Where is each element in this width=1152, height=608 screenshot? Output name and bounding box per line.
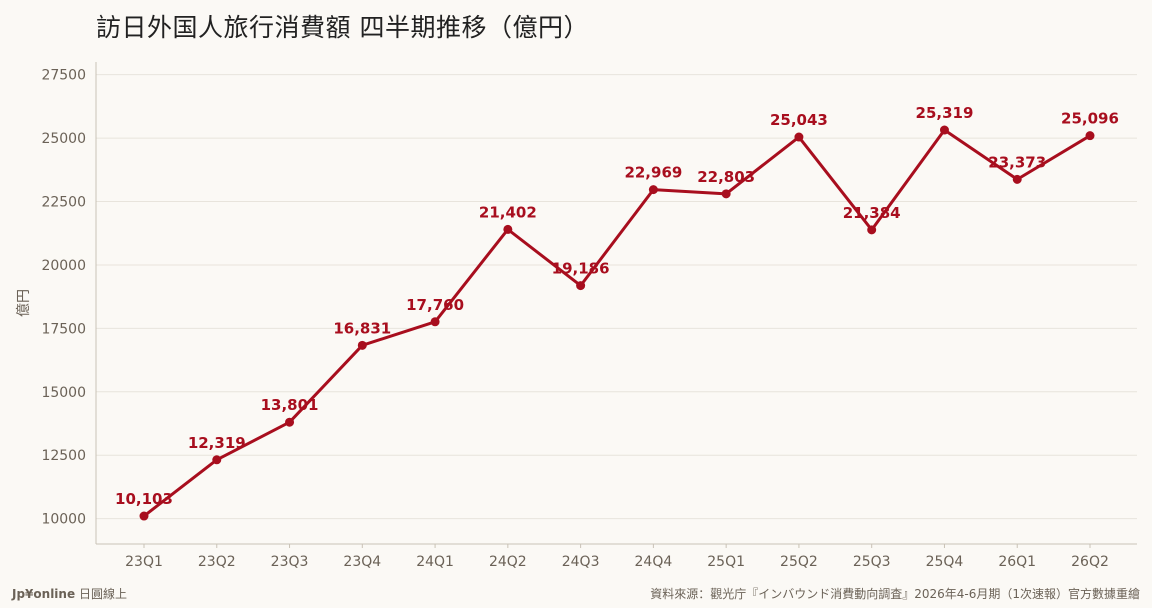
brand-suffix: 日圓線上 [78, 587, 127, 601]
data-label: 21,384 [843, 204, 901, 222]
footer-brand: Jp¥online 日圓線上 [12, 585, 127, 602]
y-tick-label: 22500 [41, 195, 86, 211]
y-tick-label: 15000 [41, 385, 86, 401]
data-point [648, 185, 658, 195]
data-point [721, 189, 731, 199]
x-tick-label: 26Q2 [1071, 554, 1109, 570]
data-label: 19,186 [552, 260, 610, 278]
x-tick-label: 26Q1 [998, 554, 1036, 570]
x-tick-label: 24Q4 [635, 554, 673, 570]
chart-title: 訪日外国人旅行消費額 四半期推移（億円） [96, 13, 589, 42]
data-label: 10,103 [115, 490, 173, 508]
data-point [794, 132, 804, 142]
data-label: 22,969 [624, 164, 682, 182]
data-label: 16,831 [333, 319, 391, 337]
data-label: 23,373 [988, 153, 1046, 171]
x-tick-label: 25Q2 [780, 554, 818, 570]
data-point [1012, 174, 1022, 184]
data-label: 17,760 [406, 296, 464, 314]
x-tick-label: 25Q4 [926, 554, 964, 570]
x-tick-label: 24Q2 [489, 554, 527, 570]
x-tick-label: 23Q3 [271, 554, 309, 570]
y-tick-label: 17500 [41, 321, 86, 337]
y-tick-label: 12500 [41, 448, 86, 464]
series-line [143, 128, 1091, 518]
y-axis-label: 億円 [16, 289, 32, 317]
source-note: 資料來源：觀光庁『インバウンド消費動向調査』2026年4-6月期（1次速報）官方… [650, 587, 1140, 601]
data-point [576, 281, 586, 291]
x-tick-label: 25Q3 [853, 554, 891, 570]
y-tick-label: 25000 [41, 131, 86, 147]
data-point [1085, 131, 1095, 141]
data-point [139, 511, 149, 521]
data-point [430, 317, 440, 327]
data-point [867, 225, 877, 235]
data-label: 21,402 [479, 203, 537, 221]
data-point [285, 417, 295, 427]
y-tick-label: 10000 [41, 512, 86, 528]
data-label: 25,096 [1061, 110, 1119, 128]
y-tick-label: 20000 [41, 258, 86, 274]
y-tick-label: 27500 [41, 68, 86, 84]
data-label: 25,043 [770, 111, 828, 129]
x-tick-label: 23Q2 [198, 554, 236, 570]
data-label: 13,801 [261, 396, 319, 414]
x-tick-label: 23Q4 [343, 554, 381, 570]
data-point [357, 340, 367, 350]
data-label: 12,319 [188, 434, 246, 452]
x-tick-label: 23Q1 [125, 554, 163, 570]
brand-name: Jp¥online [12, 587, 76, 601]
data-label: 25,319 [916, 104, 974, 122]
x-tick-label: 24Q3 [562, 554, 600, 570]
x-tick-label: 25Q1 [707, 554, 745, 570]
data-point [212, 455, 222, 465]
data-point [939, 125, 949, 135]
data-label: 22,803 [697, 168, 755, 186]
data-point [503, 224, 513, 234]
x-tick-label: 24Q1 [416, 554, 454, 570]
